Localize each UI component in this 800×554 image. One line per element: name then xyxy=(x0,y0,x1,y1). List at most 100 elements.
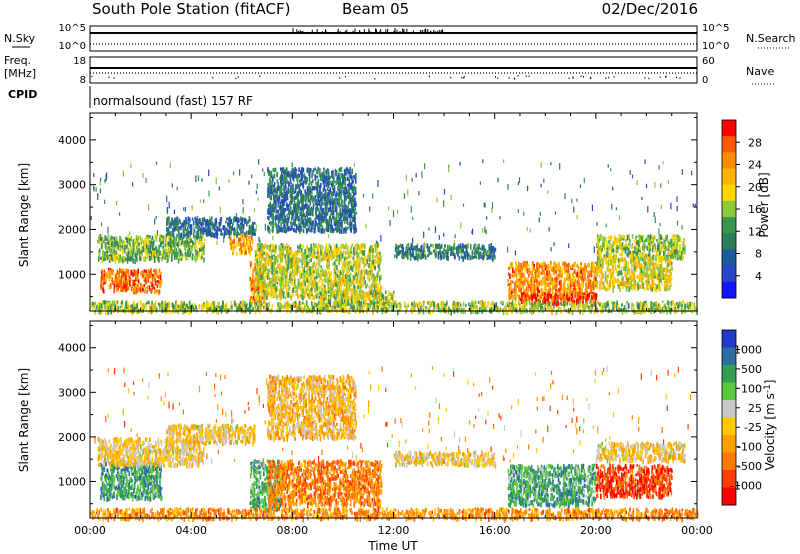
heatmap-cell xyxy=(370,245,372,248)
heatmap-cell xyxy=(303,254,306,260)
heatmap-cell xyxy=(263,296,265,300)
heatmap-cell xyxy=(338,276,340,281)
heatmap-cell xyxy=(346,183,349,187)
heatmap-cell xyxy=(397,251,399,257)
heatmap-cell xyxy=(282,209,284,214)
heatmap-cell xyxy=(353,228,355,234)
heatmap-cell xyxy=(335,267,337,271)
heatmap-cell xyxy=(304,176,306,180)
heatmap-cell xyxy=(280,253,282,259)
heatmap-cell xyxy=(317,300,320,306)
heatmap-cell xyxy=(154,273,156,278)
heatmap-cell xyxy=(160,271,162,275)
heatmap-cell xyxy=(302,221,305,226)
heatmap-cell xyxy=(394,246,397,252)
heatmap-cell xyxy=(339,229,341,234)
heatmap-cell xyxy=(135,239,138,243)
heatmap-cell xyxy=(330,218,333,222)
heatmap-cell xyxy=(252,231,254,236)
heatmap-cell xyxy=(286,294,289,298)
heatmap-cell xyxy=(483,202,485,208)
heatmap-cell xyxy=(187,251,190,257)
heatmap-cell xyxy=(218,227,220,232)
heatmap-cell xyxy=(156,251,158,256)
heatmap-cell xyxy=(172,239,174,244)
heatmap-cell xyxy=(270,250,273,253)
heatmap-cell xyxy=(304,195,306,202)
heatmap-cell xyxy=(274,279,277,285)
heatmap-cell xyxy=(163,256,166,261)
heatmap-cell xyxy=(227,221,230,226)
heatmap-cell xyxy=(293,284,295,289)
heatmap-cell xyxy=(188,220,190,226)
heatmap-cell xyxy=(299,229,301,234)
heatmap-cell xyxy=(306,269,308,275)
heatmap-cell xyxy=(692,203,694,208)
heatmap-cell xyxy=(333,198,335,203)
heatmap-cell xyxy=(350,210,352,215)
heatmap-cell xyxy=(357,293,360,298)
heatmap-cell xyxy=(363,262,366,267)
heatmap-cell xyxy=(298,218,300,223)
heatmap-cell xyxy=(148,243,151,248)
heatmap-cell xyxy=(347,246,349,250)
heatmap-cell xyxy=(319,291,322,296)
heatmap-cell xyxy=(275,244,277,250)
heatmap-cell xyxy=(256,258,259,264)
heatmap-cell xyxy=(367,275,370,280)
heatmap-cell xyxy=(314,198,316,204)
heatmap-cell xyxy=(195,218,197,223)
heatmap-cell xyxy=(326,272,328,277)
heatmap-cell xyxy=(306,177,309,182)
heatmap-cell xyxy=(289,247,292,251)
heatmap-cell xyxy=(316,275,318,280)
heatmap-cell xyxy=(311,271,313,275)
heatmap-cell xyxy=(204,219,207,225)
heatmap-cell xyxy=(276,185,279,192)
heatmap-cell xyxy=(267,268,269,274)
heatmap-cell xyxy=(192,232,195,236)
heatmap-cell xyxy=(318,192,321,198)
heatmap-cell xyxy=(334,227,337,231)
heatmap-cell xyxy=(281,291,283,295)
heatmap-cell xyxy=(260,250,263,255)
heatmap-cell xyxy=(660,204,662,210)
heatmap-cell xyxy=(105,272,107,276)
heatmap-cell xyxy=(329,214,332,217)
heatmap-cell xyxy=(250,301,252,307)
heatmap-cell xyxy=(129,256,132,262)
heatmap-cell xyxy=(336,278,339,284)
heatmap-cell xyxy=(267,167,269,173)
heatmap-cell xyxy=(178,241,181,247)
heatmap-cell xyxy=(363,302,365,306)
heatmap-cell xyxy=(311,172,313,179)
heatmap-cell xyxy=(325,247,327,251)
heatmap-cell xyxy=(134,237,136,243)
heatmap-cell xyxy=(185,229,188,233)
nave-dot xyxy=(428,75,430,78)
heatmap-cell xyxy=(154,277,157,282)
heatmap-cell xyxy=(309,197,312,202)
heatmap-cell xyxy=(119,285,122,290)
heatmap-cell xyxy=(329,206,332,212)
heatmap-cell xyxy=(262,269,264,275)
heatmap-cell xyxy=(240,250,243,255)
heatmap-cell xyxy=(278,198,280,204)
heatmap-cell xyxy=(346,168,349,172)
heatmap-cell xyxy=(298,200,300,205)
heatmap-cell xyxy=(344,279,346,286)
heatmap-cell xyxy=(250,225,252,229)
heatmap-cell xyxy=(178,254,181,259)
heatmap-cell xyxy=(421,171,423,179)
heatmap-cell xyxy=(271,269,273,275)
heatmap-cell xyxy=(380,255,382,262)
heatmap-cell xyxy=(351,243,353,247)
heatmap-cell xyxy=(342,243,344,249)
heatmap-cell xyxy=(418,191,420,196)
heatmap-cell xyxy=(225,220,227,224)
heatmap-cell xyxy=(374,255,376,259)
heatmap-cell xyxy=(130,251,132,257)
heatmap-cell xyxy=(106,250,108,255)
heatmap-cell xyxy=(265,250,267,254)
heatmap-cell xyxy=(360,277,362,284)
